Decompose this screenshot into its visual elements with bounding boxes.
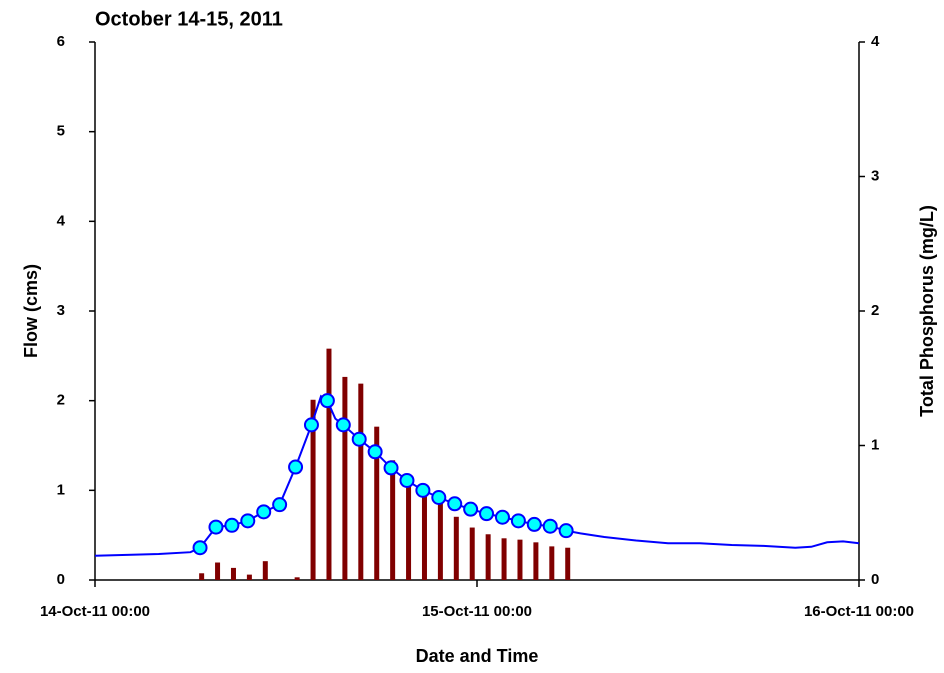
- bar: [390, 460, 396, 580]
- bar: [485, 534, 491, 580]
- y-tick-label: 1: [57, 481, 65, 498]
- sample-point: [542, 518, 558, 534]
- y-axis-label: Flow (cms): [21, 264, 41, 358]
- bar: [549, 546, 555, 580]
- sample-point: [351, 431, 367, 447]
- sample-point: [431, 490, 447, 506]
- sample-point: [463, 501, 479, 517]
- bar: [342, 376, 348, 580]
- sample-point: [526, 516, 542, 532]
- y-tick-label: 4: [57, 212, 66, 229]
- bar: [310, 399, 316, 580]
- sample-point: [415, 482, 431, 498]
- x-tick-label: 16-Oct-11 00:00: [804, 603, 914, 620]
- bar: [565, 547, 571, 580]
- sample-point: [288, 459, 304, 475]
- x-tick-label: 14-Oct-11 00:00: [40, 603, 150, 620]
- sample-point: [303, 417, 319, 433]
- bar: [469, 527, 475, 580]
- sample-point: [383, 460, 399, 476]
- bar: [406, 477, 412, 580]
- y2-axis-label: Total Phosphorus (mg/L): [917, 205, 937, 417]
- y-tick-label: 2: [57, 392, 65, 409]
- sample-point: [256, 504, 272, 520]
- sample-point: [335, 417, 351, 433]
- bar: [374, 426, 380, 580]
- sample-point: [399, 472, 415, 488]
- bar: [501, 538, 507, 580]
- bar: [262, 561, 268, 580]
- y2-tick-label: 1: [871, 436, 879, 453]
- bar: [326, 348, 332, 580]
- sample-point: [510, 513, 526, 529]
- sample-point: [558, 523, 574, 539]
- bar: [199, 573, 205, 580]
- y-tick-label: 6: [57, 33, 65, 50]
- sample-point: [208, 519, 224, 535]
- y-tick-label: 0: [57, 571, 65, 588]
- sample-point: [494, 509, 510, 525]
- chart-title: October 14-15, 2011: [95, 8, 283, 30]
- y-tick-label: 5: [57, 123, 65, 140]
- y2-tick-label: 4: [871, 33, 880, 50]
- sample-point: [479, 506, 495, 522]
- sample-point: [224, 517, 240, 533]
- bar: [453, 516, 459, 580]
- y2-tick-label: 0: [871, 571, 879, 588]
- sample-point: [272, 497, 288, 513]
- bar: [517, 539, 523, 580]
- y-tick-label: 3: [57, 302, 65, 319]
- bar: [437, 499, 443, 580]
- bar: [421, 491, 427, 580]
- x-axis-label: Date and Time: [416, 646, 539, 666]
- bar: [230, 567, 236, 580]
- sample-point: [367, 444, 383, 460]
- bar: [215, 562, 221, 580]
- sample-point: [192, 540, 208, 556]
- bar: [246, 574, 252, 580]
- sample-point: [319, 393, 335, 409]
- x-tick-label: 15-Oct-11 00:00: [422, 603, 532, 620]
- y2-tick-label: 2: [871, 302, 879, 319]
- bar: [533, 542, 539, 580]
- sample-point: [447, 496, 463, 512]
- sample-point: [240, 513, 256, 529]
- bar: [358, 383, 364, 580]
- y2-tick-label: 3: [871, 167, 879, 184]
- bar: [294, 577, 300, 580]
- flow-line: [94, 394, 860, 557]
